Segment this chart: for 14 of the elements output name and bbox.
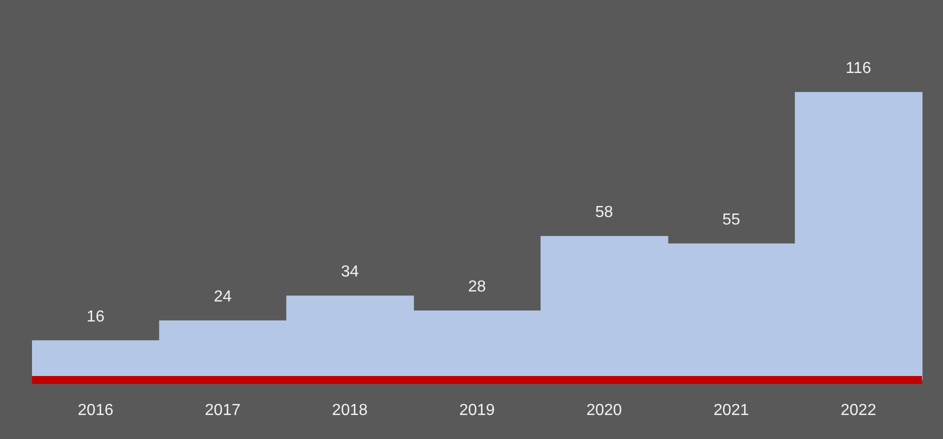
data-label: 58 (595, 204, 614, 221)
data-label: 28 (468, 278, 486, 296)
x-tick-label: 2021 (713, 402, 750, 419)
x-tick-label: 2020 (586, 402, 622, 419)
data-label: 116 (846, 60, 872, 77)
data-label: 34 (340, 264, 359, 281)
x-tick-label: 2016 (78, 402, 114, 419)
x-tick-label: 2018 (332, 402, 368, 419)
x-tick-label: 2019 (459, 402, 495, 419)
x-tick-label: 2022 (840, 402, 876, 419)
data-label: 24 (214, 288, 232, 306)
x-tick-label: 2017 (204, 402, 241, 419)
data-label: 16 (86, 308, 105, 326)
data-label: 55 (722, 211, 740, 228)
